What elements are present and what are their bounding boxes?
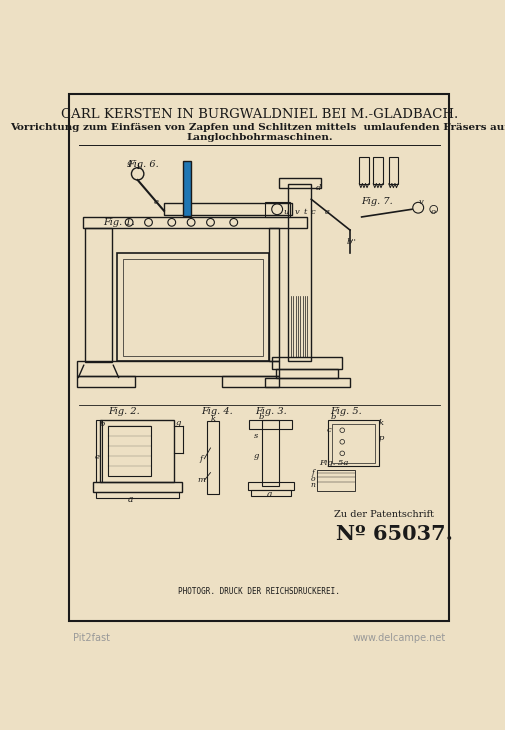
Bar xyxy=(100,420,174,482)
Text: g: g xyxy=(253,452,259,460)
Text: Fig. 2.: Fig. 2. xyxy=(108,407,140,415)
Text: t: t xyxy=(303,208,306,216)
Text: v: v xyxy=(418,198,423,206)
Bar xyxy=(287,184,311,361)
Text: g: g xyxy=(175,418,180,426)
Bar xyxy=(268,228,278,361)
FancyArrowPatch shape xyxy=(78,365,84,377)
Text: Fig. 5a: Fig. 5a xyxy=(318,459,347,467)
Text: Nº 65037.: Nº 65037. xyxy=(335,524,452,544)
Bar xyxy=(77,361,278,377)
Bar xyxy=(388,157,397,184)
Bar xyxy=(92,482,181,492)
Text: v: v xyxy=(294,208,299,216)
Bar xyxy=(250,490,290,496)
Text: CARL KERSTEN IN BURGWALDNIEL BEI M.-GLADBACH.: CARL KERSTEN IN BURGWALDNIEL BEI M.-GLAD… xyxy=(61,108,457,121)
Bar xyxy=(331,424,374,463)
Text: Zu der Patentschrift: Zu der Patentschrift xyxy=(334,510,434,520)
Text: e: e xyxy=(94,453,99,461)
Text: Fig. 1.: Fig. 1. xyxy=(104,218,135,227)
Text: e: e xyxy=(154,198,159,206)
Text: Langlochbohrmaschinen.: Langlochbohrmaschinen. xyxy=(186,133,332,142)
Bar xyxy=(317,469,354,491)
Text: c: c xyxy=(326,426,331,434)
Bar xyxy=(249,420,291,429)
Text: k: k xyxy=(378,418,383,426)
Bar xyxy=(77,377,135,387)
Text: www.delcampe.net: www.delcampe.net xyxy=(352,633,445,643)
Text: p: p xyxy=(378,434,383,442)
Bar xyxy=(222,377,278,387)
Text: f: f xyxy=(311,469,314,477)
Text: u: u xyxy=(282,208,288,216)
Bar xyxy=(108,426,150,476)
Text: b: b xyxy=(99,420,105,428)
Bar xyxy=(183,161,191,216)
Text: g: g xyxy=(127,159,132,167)
Text: a: a xyxy=(324,208,329,216)
Text: m: m xyxy=(197,476,205,484)
Bar xyxy=(206,421,219,494)
Bar xyxy=(264,201,289,217)
Bar xyxy=(95,492,178,498)
Text: b'': b'' xyxy=(346,237,356,245)
Text: s: s xyxy=(254,431,258,439)
Bar xyxy=(373,157,382,184)
Text: o: o xyxy=(310,474,315,483)
Text: Pit2fast: Pit2fast xyxy=(72,633,110,643)
Text: Fig. 7.: Fig. 7. xyxy=(361,197,392,206)
Text: Vorrichtung zum Einfäsen von Zapfen und Schlitzen mittels  umlaufenden Fräsers a: Vorrichtung zum Einfäsen von Zapfen und … xyxy=(10,123,505,132)
Bar xyxy=(272,357,341,369)
Bar xyxy=(95,420,102,482)
Bar xyxy=(359,157,368,184)
Text: c: c xyxy=(310,208,315,216)
Text: Fig. 5.: Fig. 5. xyxy=(330,407,362,415)
Text: b: b xyxy=(259,413,264,421)
Bar xyxy=(276,369,338,378)
Text: a: a xyxy=(127,495,132,504)
Bar xyxy=(117,253,268,361)
Text: b: b xyxy=(330,413,335,421)
Bar xyxy=(123,258,263,356)
Text: o: o xyxy=(430,208,435,216)
Bar xyxy=(183,161,191,216)
Bar xyxy=(261,420,278,485)
Text: n: n xyxy=(310,481,315,489)
Text: Fig. 3.: Fig. 3. xyxy=(255,407,287,415)
Text: k: k xyxy=(210,415,215,423)
Bar xyxy=(247,482,293,490)
Bar xyxy=(278,178,320,188)
Text: PHOTOGR. DRUCK DER REICHSDRUCKEREI.: PHOTOGR. DRUCK DER REICHSDRUCKEREI. xyxy=(178,588,339,596)
Bar xyxy=(164,203,291,215)
FancyArrowPatch shape xyxy=(113,365,119,377)
Text: f: f xyxy=(199,455,203,463)
Text: a: a xyxy=(266,490,272,499)
Bar xyxy=(82,217,307,228)
Text: d: d xyxy=(316,184,321,192)
Bar xyxy=(264,378,349,387)
Text: Fig. 4.: Fig. 4. xyxy=(201,407,232,415)
Bar xyxy=(85,228,112,363)
Bar xyxy=(328,420,378,466)
Text: Fig. 6.: Fig. 6. xyxy=(127,160,158,169)
